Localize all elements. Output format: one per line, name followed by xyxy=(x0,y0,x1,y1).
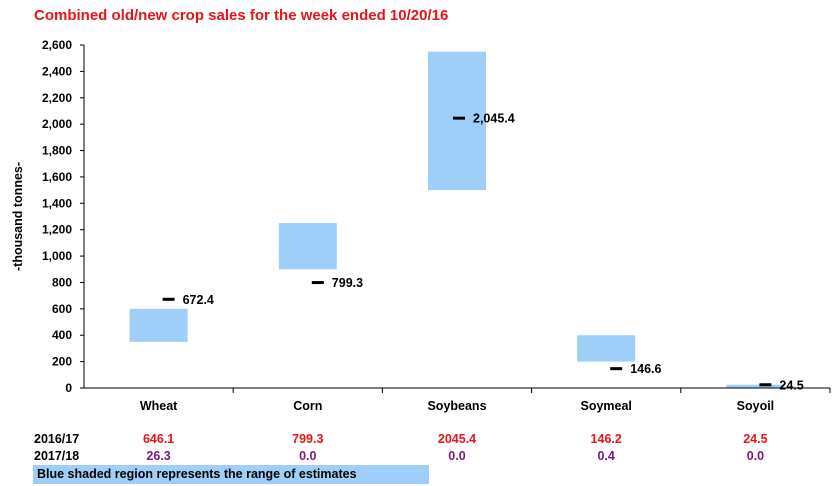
table-cell-2016-17-corn: 799.3 xyxy=(292,432,324,446)
range-bar-soyoil xyxy=(726,384,785,388)
footnote: Blue shaded region represents the range … xyxy=(33,465,429,484)
table-cell-2016-17-soyoil: 24.5 xyxy=(743,432,768,446)
table-cell-2016-17-soybeans: 2045.4 xyxy=(437,432,477,446)
x-tick-label: Wheat xyxy=(140,399,178,413)
range-bar-corn xyxy=(278,223,337,270)
y-tick-label: 1,200 xyxy=(42,223,72,237)
value-label-soyoil: 24.5 xyxy=(779,378,803,392)
value-label-corn: 799.3 xyxy=(332,276,363,290)
chart-title: Combined old/new crop sales for the week… xyxy=(34,7,449,24)
table-cell-2016-17-soymeal: 146.2 xyxy=(590,432,622,446)
y-tick-label: 600 xyxy=(52,302,72,316)
table-cell-2017-18-corn: 0.0 xyxy=(299,449,317,463)
range-bar-soybeans xyxy=(428,51,486,191)
y-tick-label: 2,200 xyxy=(42,91,72,105)
value-label-soybeans: 2,045.4 xyxy=(473,112,515,126)
table-cell-2017-18-soymeal: 0.4 xyxy=(597,449,615,463)
row-label-2017-18: 2017/18 xyxy=(34,449,80,463)
y-tick-label: 200 xyxy=(52,355,72,369)
y-tick-label: 1,600 xyxy=(42,170,72,184)
table-cell-2017-18-soyoil: 0.0 xyxy=(746,449,765,463)
y-tick-label: 1,000 xyxy=(42,249,72,263)
table-cell-2017-18-wheat: 26.3 xyxy=(146,449,171,463)
y-tick-label: 1,800 xyxy=(42,144,72,158)
y-tick-label: 0 xyxy=(65,381,72,395)
table-cell-2017-18-soybeans: 0.0 xyxy=(448,449,466,463)
y-tick-label: 2,400 xyxy=(42,64,72,78)
x-tick-label: Soybeans xyxy=(427,399,486,413)
range-bar-soymeal xyxy=(577,335,636,362)
y-tick-label: 2,600 xyxy=(42,38,72,52)
range-bar-wheat xyxy=(129,308,188,342)
y-tick-label: 2,000 xyxy=(42,117,72,131)
value-label-wheat: 672.4 xyxy=(183,293,214,307)
y-tick-label: 400 xyxy=(52,328,72,342)
table-cell-2016-17-wheat: 646.1 xyxy=(142,432,175,446)
value-label-soymeal: 146.6 xyxy=(630,362,661,376)
y-axis-label: -thousand tonnes- xyxy=(11,162,25,271)
y-tick-label: 1,400 xyxy=(42,196,72,210)
y-tick-label: 800 xyxy=(52,275,72,289)
x-tick-label: Corn xyxy=(293,399,322,413)
row-label-2016-17: 2016/17 xyxy=(34,432,80,446)
x-tick-label: Soyoil xyxy=(737,399,775,413)
x-tick-label: Soymeal xyxy=(580,399,631,413)
